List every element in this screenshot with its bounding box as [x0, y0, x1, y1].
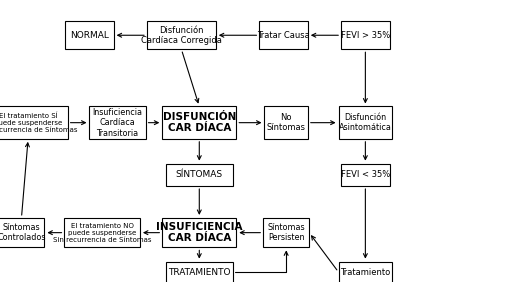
FancyBboxPatch shape: [162, 107, 236, 139]
FancyBboxPatch shape: [341, 164, 390, 186]
FancyBboxPatch shape: [162, 218, 236, 248]
FancyBboxPatch shape: [166, 262, 233, 282]
Text: No
Síntomas: No Síntomas: [267, 113, 306, 132]
Text: Tratar Causa: Tratar Causa: [257, 31, 310, 40]
FancyBboxPatch shape: [0, 107, 67, 139]
FancyBboxPatch shape: [147, 21, 216, 49]
Text: NORMAL: NORMAL: [70, 31, 109, 40]
Text: El tratamiento SÍ
puede suspenderse
Sin recurrencia de Síntomas: El tratamiento SÍ puede suspenderse Sin …: [0, 113, 77, 133]
Text: Tratamiento: Tratamiento: [340, 268, 390, 277]
Text: FEVI > 35%: FEVI > 35%: [341, 31, 390, 40]
FancyBboxPatch shape: [260, 21, 308, 49]
FancyBboxPatch shape: [263, 218, 309, 248]
Text: DISFUNCIÓN
CAR DÍACA: DISFUNCIÓN CAR DÍACA: [162, 112, 236, 133]
Text: Insuficiencia
Cardíaca
Transitoria: Insuficiencia Cardíaca Transitoria: [92, 108, 143, 138]
FancyBboxPatch shape: [65, 21, 114, 49]
Text: Disfunción
Asintomática: Disfunción Asintomática: [339, 113, 392, 132]
FancyBboxPatch shape: [166, 164, 233, 186]
FancyBboxPatch shape: [89, 107, 146, 139]
Text: INSUFICIENCIA
CAR DÍACA: INSUFICIENCIA CAR DÍACA: [156, 222, 243, 243]
FancyBboxPatch shape: [338, 262, 392, 282]
Text: Disfunción
Cardíaca Corregida: Disfunción Cardíaca Corregida: [141, 26, 222, 45]
Text: TRATAMIENTO: TRATAMIENTO: [168, 268, 230, 277]
FancyBboxPatch shape: [338, 107, 392, 139]
FancyBboxPatch shape: [0, 218, 44, 248]
FancyBboxPatch shape: [265, 107, 308, 139]
Text: FEVI < 35%: FEVI < 35%: [341, 170, 390, 179]
Text: Síntomas
Persisten: Síntomas Persisten: [267, 223, 305, 242]
Text: El tratamiento NO
puede suspenderse
Sin recurrencia de Síntomas: El tratamiento NO puede suspenderse Sin …: [53, 223, 151, 243]
Text: Síntomas
Controlados: Síntomas Controlados: [0, 223, 45, 242]
Text: SÍNTOMAS: SÍNTOMAS: [176, 170, 223, 179]
FancyBboxPatch shape: [341, 21, 390, 49]
FancyBboxPatch shape: [64, 218, 140, 248]
